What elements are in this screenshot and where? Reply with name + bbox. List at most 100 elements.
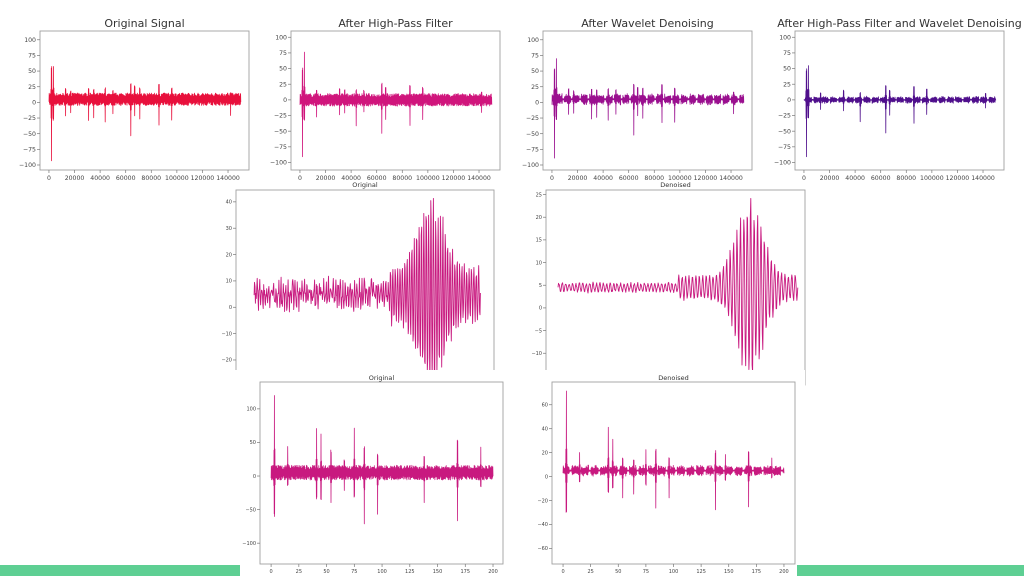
x-tick-label: 50 xyxy=(615,569,621,575)
chart-title: Denoised xyxy=(658,374,688,382)
x-tick-label: 200 xyxy=(779,569,789,575)
y-tick-label: 50 xyxy=(783,66,791,73)
footer-accent-bar-right xyxy=(797,565,1024,576)
chart-top-wavelet: After Wavelet Denoising 100 75 50 25 0 −25 −50 −… xyxy=(522,17,753,182)
x-tick-label: 175 xyxy=(752,569,762,575)
x-tick-label: 150 xyxy=(724,569,734,575)
y-tick-label: 0 xyxy=(253,474,256,480)
x-tick-label: 25 xyxy=(587,569,593,575)
x-tick-label: 60000 xyxy=(116,175,136,182)
axes-frame xyxy=(794,30,1005,171)
x-tick-label: 140000 xyxy=(216,175,240,182)
y-tick-label: 25 xyxy=(783,81,791,88)
x-tick-label: 0 xyxy=(561,569,564,575)
y-tick-label: 0 xyxy=(787,97,791,104)
y-tick-label: 15 xyxy=(536,238,542,244)
axes-frame xyxy=(259,381,504,565)
chart-title: Original xyxy=(352,181,378,189)
chart-top-original: Original Signal 100 75 50 25 0 −25 −50 −75 −100 0 2… xyxy=(19,17,250,182)
x-tick-label: 0 xyxy=(298,175,302,182)
x-tick-label: 120000 xyxy=(191,175,215,182)
x-tick-label: 75 xyxy=(643,569,649,575)
y-tick-label: 0 xyxy=(545,474,548,480)
y-tick-label: 10 xyxy=(226,279,232,285)
y-tick-label: 25 xyxy=(531,84,539,91)
x-tick-label: 125 xyxy=(405,569,415,575)
y-tick-label: 100 xyxy=(275,34,287,41)
y-tick-label: −100 xyxy=(19,162,36,169)
y-tick-label: −25 xyxy=(778,113,791,120)
axes-frame xyxy=(39,30,250,171)
y-tick-label: 50 xyxy=(250,440,256,446)
y-tick-label: −75 xyxy=(526,147,539,154)
y-tick-label: 25 xyxy=(28,84,36,91)
y-tick-label: 10 xyxy=(536,260,542,266)
y-tick-label: 0 xyxy=(32,100,36,107)
y-tick-label: 100 xyxy=(527,37,539,44)
x-tick-label: 200 xyxy=(488,569,498,575)
x-tick-label: 80000 xyxy=(896,175,916,182)
x-tick-label: 80000 xyxy=(141,175,161,182)
y-tick-label: 0 xyxy=(283,97,287,104)
x-tick-label: 80000 xyxy=(644,175,664,182)
x-tick-label: 120000 xyxy=(694,175,718,182)
chart-title: Denoised xyxy=(660,181,690,189)
series-line xyxy=(803,65,997,158)
x-tick-label: 100000 xyxy=(920,175,944,182)
y-tick-label: −50 xyxy=(274,128,287,135)
y-tick-label: 0 xyxy=(539,306,542,312)
y-tick-label: 0 xyxy=(229,305,232,311)
y-tick-label: −50 xyxy=(526,131,539,138)
x-tick-label: 20000 xyxy=(65,175,85,182)
series-line xyxy=(299,51,493,158)
y-tick-label: 50 xyxy=(28,68,36,75)
y-tick-label: −50 xyxy=(778,128,791,135)
x-tick-label: 40000 xyxy=(90,175,110,182)
chart-title: After High-Pass Filter xyxy=(338,17,453,30)
y-tick-label: −25 xyxy=(274,113,287,120)
x-tick-label: 80000 xyxy=(392,175,412,182)
y-tick-label: −100 xyxy=(774,160,791,167)
x-tick-label: 20000 xyxy=(316,175,336,182)
y-tick-label: −40 xyxy=(537,522,548,528)
x-tick-label: 60000 xyxy=(367,175,387,182)
x-tick-label: 125 xyxy=(696,569,706,575)
y-tick-label: 25 xyxy=(536,192,542,198)
x-tick-label: 120000 xyxy=(946,175,970,182)
y-tick-label: −100 xyxy=(522,162,539,169)
chart-top-highpass-wavelet: After High-Pass Filter and Wavelet Denoi… xyxy=(774,17,1022,182)
series-line xyxy=(253,197,481,388)
y-tick-label: 40 xyxy=(542,426,548,432)
y-tick-label: 100 xyxy=(779,34,791,41)
chart-top-highpass: After High-Pass Filter 100 75 50 25 0 −25 −50 −7… xyxy=(270,17,501,182)
y-tick-label: 50 xyxy=(531,68,539,75)
x-tick-label: 100000 xyxy=(668,175,692,182)
y-tick-label: 25 xyxy=(279,81,287,88)
x-tick-label: 20000 xyxy=(820,175,840,182)
x-tick-label: 25 xyxy=(296,569,302,575)
chart-title: Original Signal xyxy=(104,17,184,30)
y-tick-label: 40 xyxy=(226,200,232,206)
series-line xyxy=(270,395,494,525)
x-tick-label: 40000 xyxy=(845,175,865,182)
y-tick-label: −100 xyxy=(270,160,287,167)
x-tick-label: 175 xyxy=(461,569,471,575)
y-tick-label: −60 xyxy=(537,546,548,552)
x-tick-label: 20000 xyxy=(568,175,588,182)
chart-mid-original: Original 40 30 20 10 0 −10 −20 xyxy=(221,181,495,388)
y-tick-label: 100 xyxy=(246,407,256,413)
series-line xyxy=(562,390,785,513)
y-tick-label: −75 xyxy=(274,144,287,151)
y-tick-label: 75 xyxy=(531,53,539,60)
x-tick-label: 0 xyxy=(802,175,806,182)
y-tick-label: 60 xyxy=(542,403,548,409)
x-tick-label: 50 xyxy=(323,569,329,575)
y-tick-label: 75 xyxy=(28,53,36,60)
y-tick-label: 20 xyxy=(542,450,548,456)
x-tick-label: 0 xyxy=(47,175,51,182)
y-tick-label: 30 xyxy=(226,226,232,232)
x-tick-label: 0 xyxy=(270,569,273,575)
